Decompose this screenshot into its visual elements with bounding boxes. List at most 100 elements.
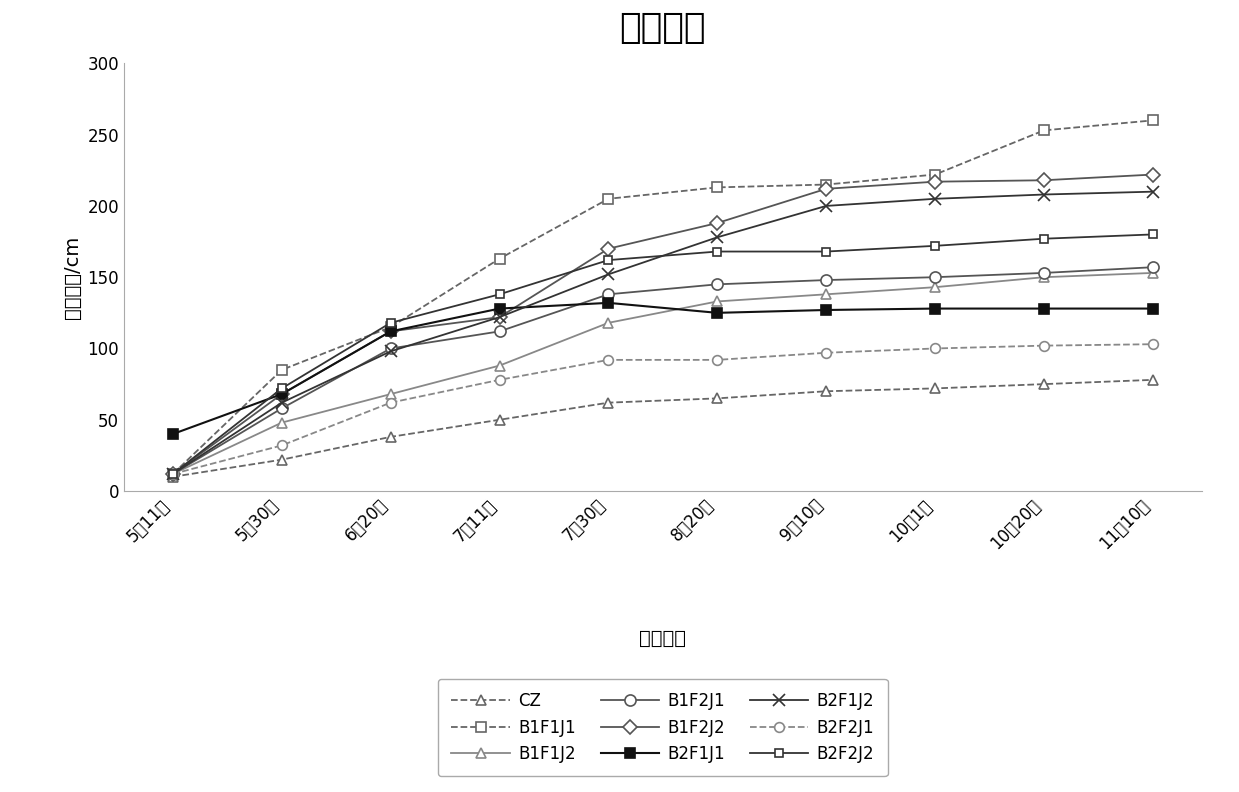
B1F1J2	[492, 361, 507, 371]
B1F1J2	[601, 318, 616, 328]
B2F1J1	[1145, 304, 1160, 314]
B2F1J2	[928, 194, 943, 204]
B2F2J1	[1145, 340, 1160, 349]
B1F1J2	[1145, 268, 1160, 278]
B2F2J2	[166, 469, 181, 478]
B1F1J2	[819, 290, 834, 299]
B1F2J1	[601, 290, 616, 299]
B2F1J1	[601, 298, 616, 307]
Line: B2F1J1: B2F1J1	[169, 298, 1157, 439]
B2F2J1	[928, 344, 943, 353]
B1F2J2	[166, 469, 181, 478]
B2F1J1	[819, 305, 834, 314]
B2F2J1	[383, 398, 398, 407]
B1F2J2	[710, 219, 725, 228]
B2F2J1	[274, 440, 289, 450]
B1F2J2	[492, 312, 507, 322]
CZ	[274, 455, 289, 464]
B1F2J2	[1037, 176, 1052, 185]
B1F2J1	[710, 280, 725, 289]
B1F2J1	[166, 469, 181, 478]
B1F2J2	[601, 244, 616, 253]
B1F1J2	[274, 418, 289, 428]
CZ	[166, 472, 181, 482]
B1F1J1	[492, 254, 507, 264]
B1F1J1	[166, 469, 181, 478]
B2F1J2	[492, 312, 507, 322]
B2F1J1	[383, 326, 398, 336]
B1F1J1	[1037, 126, 1052, 135]
B2F1J2	[1037, 190, 1052, 200]
B2F2J1	[601, 355, 616, 364]
CZ	[383, 432, 398, 442]
B2F2J1	[166, 469, 181, 478]
Line: B2F2J1: B2F2J1	[169, 339, 1157, 479]
B1F2J2	[928, 177, 943, 186]
B1F1J2	[166, 469, 181, 478]
B2F2J1	[492, 375, 507, 385]
B2F2J2	[819, 247, 834, 257]
B1F1J2	[710, 297, 725, 307]
Line: B1F2J2: B1F2J2	[169, 169, 1157, 479]
B1F2J1	[274, 404, 289, 413]
B1F1J1	[928, 169, 943, 179]
B2F1J2	[1145, 187, 1160, 196]
B2F2J2	[1145, 230, 1160, 239]
Line: B2F1J2: B2F1J2	[167, 185, 1158, 480]
CZ	[819, 386, 834, 396]
B2F1J1	[166, 429, 181, 439]
CZ	[492, 415, 507, 425]
B2F1J1	[710, 308, 725, 318]
B2F1J2	[601, 269, 616, 279]
B1F1J1	[601, 194, 616, 204]
B2F2J2	[710, 247, 725, 257]
B1F1J1	[819, 180, 834, 189]
B2F1J2	[383, 347, 398, 356]
B1F2J1	[1145, 262, 1160, 272]
CZ	[1145, 375, 1160, 385]
Title: 新梢长度: 新梢长度	[620, 11, 706, 45]
B2F2J2	[601, 255, 616, 265]
Line: B1F2J1: B1F2J1	[167, 261, 1158, 479]
CZ	[601, 398, 616, 407]
B1F2J1	[928, 272, 943, 282]
Line: B1F1J1: B1F1J1	[169, 116, 1157, 479]
B1F1J1	[274, 365, 289, 375]
B2F2J2	[928, 241, 943, 250]
B1F2J1	[1037, 268, 1052, 278]
B1F1J1	[1145, 116, 1160, 125]
B1F2J2	[274, 390, 289, 399]
CZ	[710, 394, 725, 403]
B1F2J1	[383, 344, 398, 353]
B2F2J1	[819, 348, 834, 357]
B2F1J2	[274, 398, 289, 407]
X-axis label: 观测时间: 观测时间	[639, 629, 686, 648]
Legend: CZ, B1F1J1, B1F1J2, B1F2J1, B1F2J2, B2F1J1, B2F1J2, B2F2J1, B2F2J2: CZ, B1F1J1, B1F1J2, B1F2J1, B1F2J2, B2F1…	[439, 679, 887, 776]
B1F1J2	[928, 283, 943, 292]
B2F2J2	[1037, 234, 1052, 243]
B1F1J2	[1037, 272, 1052, 282]
B2F1J2	[819, 201, 834, 211]
B2F2J2	[383, 318, 398, 328]
B1F1J2	[383, 390, 398, 399]
Line: B2F2J2: B2F2J2	[169, 230, 1157, 478]
B2F2J2	[492, 290, 507, 299]
B2F1J2	[710, 233, 725, 242]
B2F2J2	[274, 383, 289, 393]
B1F1J1	[710, 183, 725, 192]
B1F1J1	[383, 322, 398, 332]
B1F2J2	[383, 326, 398, 336]
B2F2J1	[710, 355, 725, 364]
Y-axis label: 新梢长度/cm: 新梢长度/cm	[63, 235, 82, 319]
B2F1J1	[1037, 304, 1052, 314]
B1F2J2	[1145, 169, 1160, 179]
Line: CZ: CZ	[169, 375, 1157, 482]
CZ	[1037, 379, 1052, 389]
B2F2J1	[1037, 341, 1052, 350]
B2F1J2	[166, 469, 181, 478]
B1F2J2	[819, 184, 834, 193]
B2F1J1	[928, 304, 943, 314]
B1F2J1	[819, 276, 834, 285]
B2F1J1	[274, 390, 289, 399]
CZ	[928, 383, 943, 393]
